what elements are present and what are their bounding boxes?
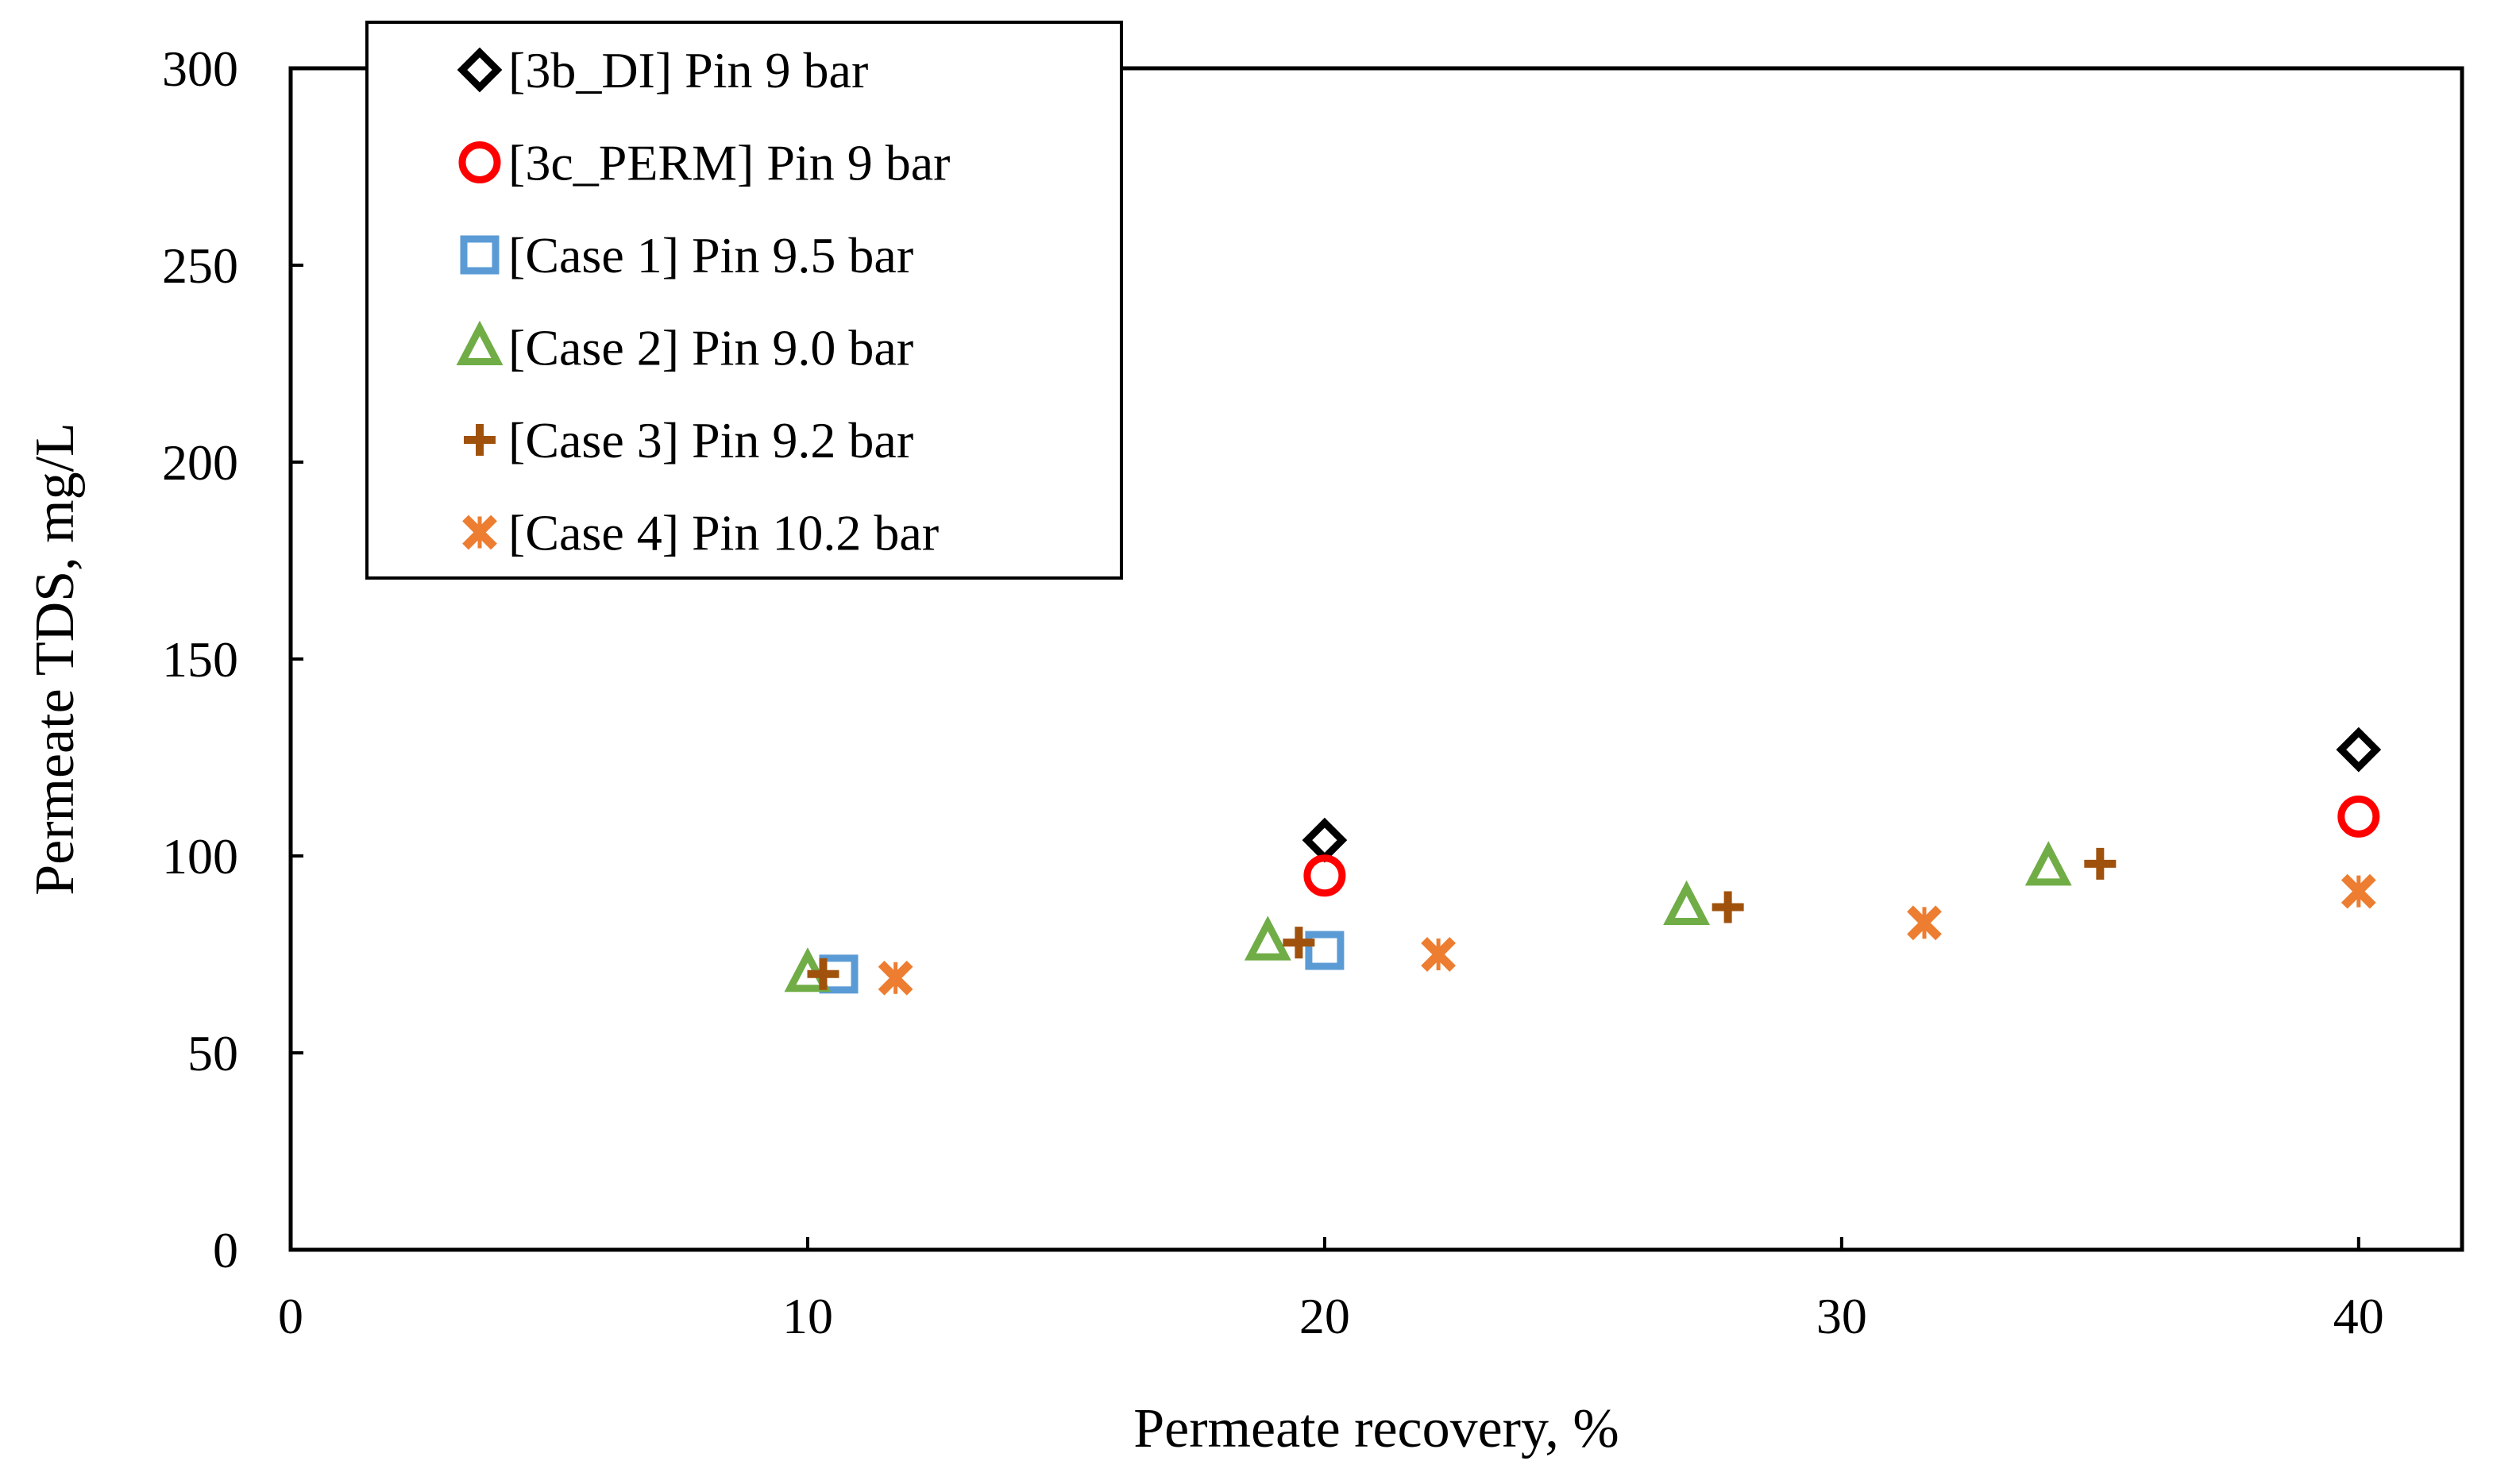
data-point bbox=[2084, 847, 2117, 880]
legend-entry: [Case 2] Pin 9.0 bar bbox=[456, 320, 913, 376]
data-point bbox=[1663, 880, 1711, 925]
x-tick-label: 40 bbox=[2333, 1288, 2384, 1344]
data-point bbox=[2024, 841, 2072, 886]
legend-marker bbox=[456, 320, 504, 365]
legend-marker bbox=[457, 47, 503, 93]
legend-marker bbox=[460, 235, 500, 275]
y-tick-label: 150 bbox=[162, 631, 238, 688]
x-tick-label: 20 bbox=[1299, 1288, 1350, 1344]
y-tick-label: 300 bbox=[162, 40, 238, 97]
data-point bbox=[1305, 931, 1345, 970]
y-tick-label: 100 bbox=[162, 828, 238, 885]
legend-box bbox=[365, 21, 1123, 580]
data-point bbox=[1283, 927, 1315, 959]
y-tick-label: 50 bbox=[187, 1025, 238, 1081]
data-point bbox=[2341, 873, 2376, 909]
legend-label: [Case 2] Pin 9.0 bar bbox=[508, 320, 913, 376]
legend-label: [3c_PERM] Pin 9 bar bbox=[508, 135, 950, 191]
legend-marker bbox=[464, 424, 496, 456]
legend-entry: [Case 4] Pin 10.2 bar bbox=[462, 505, 939, 561]
data-point bbox=[1907, 905, 1942, 941]
data-point bbox=[1303, 854, 1346, 897]
series-6 bbox=[878, 873, 2376, 996]
series-2 bbox=[1303, 795, 2380, 897]
y-tick-label: 0 bbox=[213, 1222, 238, 1278]
data-point bbox=[1421, 937, 1457, 972]
legend-label: [Case 3] Pin 9.2 bar bbox=[508, 412, 913, 468]
y-tick-label: 250 bbox=[162, 237, 238, 294]
x-tick-label: 10 bbox=[782, 1288, 833, 1344]
series-5 bbox=[807, 847, 2117, 990]
axes: 0 10 20 30 40 0 50 100 150 200 250 300 bbox=[162, 40, 2384, 1344]
legend-entry: [3c_PERM] Pin 9 bar bbox=[458, 135, 950, 191]
data-point bbox=[807, 958, 839, 990]
legend: [3b_DI] Pin 9 bar [3c_PERM] Pin 9 bar [Cas… bbox=[365, 21, 1123, 580]
legend-label: [Case 4] Pin 10.2 bar bbox=[508, 505, 939, 561]
x-tick-label: 30 bbox=[1816, 1288, 1867, 1344]
legend-entry: [Case 3] Pin 9.2 bar bbox=[464, 412, 913, 468]
data-point bbox=[1244, 915, 1291, 961]
data-point bbox=[1712, 891, 1744, 923]
legend-label: [Case 1] Pin 9.5 bar bbox=[508, 227, 913, 283]
data-point bbox=[2337, 795, 2380, 838]
x-axis-title: Permeate recovery, % bbox=[1133, 1398, 1619, 1459]
x-tick-label: 0 bbox=[278, 1288, 303, 1344]
y-axis-title: Permeate TDS, mg/L bbox=[25, 422, 86, 896]
legend-label: [3b_DI] Pin 9 bar bbox=[508, 42, 868, 98]
data-points bbox=[784, 727, 2382, 996]
y-tick-label: 200 bbox=[162, 434, 238, 491]
legend-entry: [Case 1] Pin 9.5 bar bbox=[460, 227, 913, 283]
data-point bbox=[878, 960, 913, 996]
legend-marker bbox=[458, 141, 501, 183]
data-point bbox=[2336, 727, 2382, 773]
legend-entry: [3b_DI] Pin 9 bar bbox=[457, 42, 868, 98]
legend-marker bbox=[462, 515, 497, 550]
